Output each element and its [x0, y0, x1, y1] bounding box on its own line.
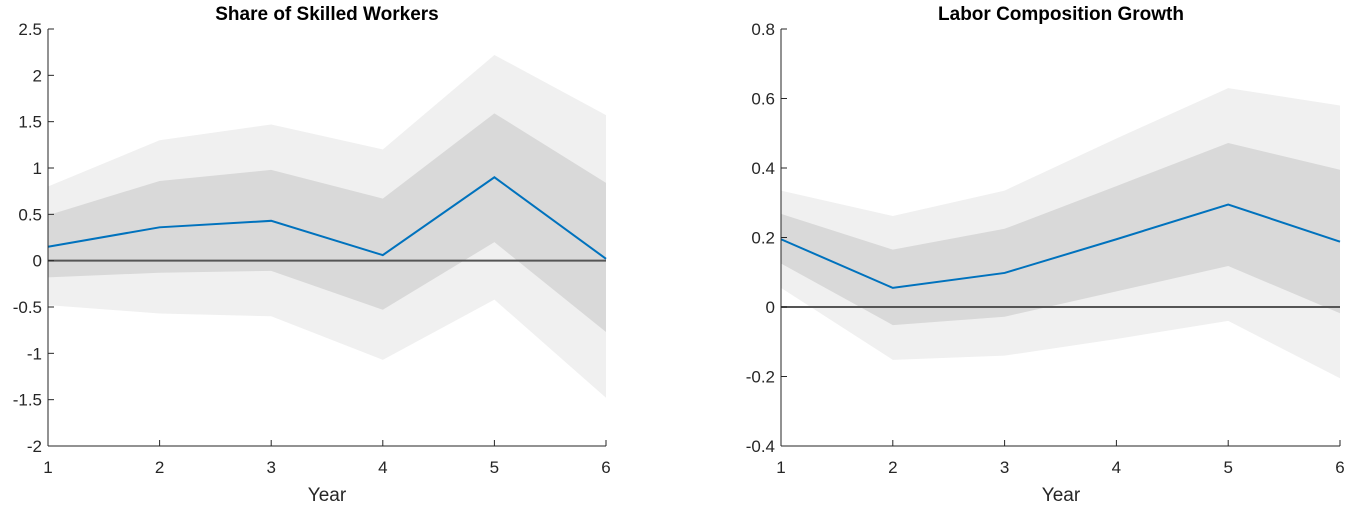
y-tick-label: 1.5	[18, 113, 42, 132]
x-tick-label: 2	[155, 458, 164, 477]
x-tick-label: 1	[776, 458, 785, 477]
chart-title: Labor Composition Growth	[938, 4, 1184, 25]
series-line	[47, 176, 607, 260]
chart-share-of-skilled-workers: 2.521.510.50-0.5-1-1.5-21 2 3 4 5 6 Share of …	[13, 4, 611, 506]
x-axis-title: Year	[1042, 485, 1081, 506]
plot-area: 0.8 0.6 0.4 0.2 0 -0.2 -0.41 2 3 4 5 6	[746, 20, 1345, 477]
x-axis-title: Year	[308, 485, 347, 506]
x-tick-label: 4	[1112, 458, 1121, 477]
x-tick-label: 1	[43, 458, 52, 477]
y-tick-label: 0	[33, 252, 42, 271]
plot-area: 2.521.510.50-0.5-1-1.5-21 2 3 4 5 6	[13, 20, 611, 477]
x-tick-label: 5	[1223, 458, 1232, 477]
y-tick-label: -0.5	[13, 298, 42, 317]
y-tick-label: -0.4	[746, 437, 775, 456]
x-tick-label: 6	[1335, 458, 1344, 477]
chart-title: Share of Skilled Workers	[215, 4, 439, 25]
y-tick-label: 2.5	[18, 20, 42, 39]
y-tick-label: 0.6	[751, 90, 775, 109]
y-tick-label: -1	[27, 344, 42, 363]
y-tick-label: -1.5	[13, 391, 42, 410]
y-tick-label: 0.8	[751, 20, 775, 39]
y-tick-label: 0	[766, 298, 775, 317]
x-tick-label: 3	[1000, 458, 1009, 477]
y-tick-label: -0.2	[746, 368, 775, 387]
chart-labor-composition-growth: 0.8 0.6 0.4 0.2 0 -0.2 -0.41 2 3 4 5 6 Labor Compos…	[746, 4, 1345, 506]
y-tick-label: 0.2	[751, 229, 775, 248]
y-tick-label: 1	[33, 159, 42, 178]
y-tick-label: -2	[27, 437, 42, 456]
y-tick-label: 0.4	[751, 159, 775, 178]
y-tick-label: 0.5	[18, 205, 42, 224]
y-tick-label: 2	[33, 66, 42, 85]
x-tick-label: 2	[888, 458, 897, 477]
series-line	[780, 203, 1341, 289]
x-tick-label: 4	[378, 458, 387, 477]
x-tick-label: 5	[490, 458, 499, 477]
x-tick-label: 6	[601, 458, 610, 477]
x-tick-label: 3	[266, 458, 275, 477]
inner-confidence-band	[48, 113, 606, 333]
inner-confidence-band	[781, 142, 1340, 326]
